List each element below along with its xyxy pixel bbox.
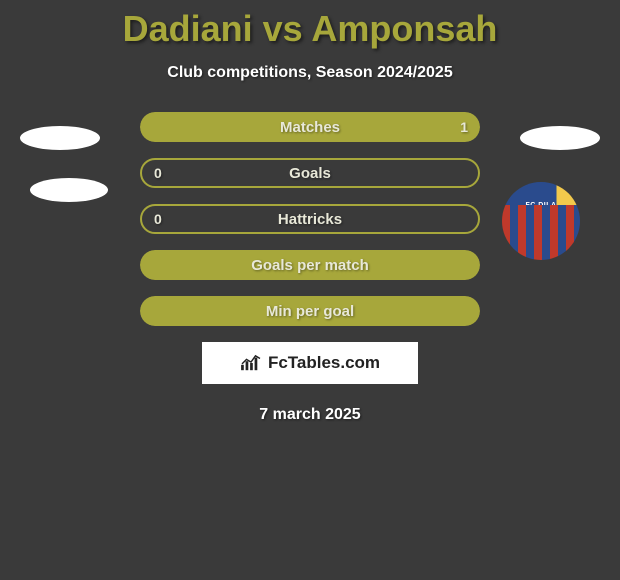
logo-box: FcTables.com bbox=[202, 342, 418, 384]
stat-row: Matches1 bbox=[140, 112, 480, 142]
stat-value-left: 0 bbox=[154, 160, 162, 186]
chart-icon bbox=[240, 354, 262, 372]
stat-label: Min per goal bbox=[140, 296, 480, 326]
logo-text: FcTables.com bbox=[268, 353, 380, 373]
stat-label: Hattricks bbox=[142, 206, 478, 232]
date-text: 7 march 2025 bbox=[0, 406, 620, 424]
stat-label: Matches bbox=[140, 112, 480, 142]
stat-row: Min per goal bbox=[140, 296, 480, 326]
stat-row: Goals per match bbox=[140, 250, 480, 280]
player-left-avatar-2 bbox=[30, 178, 108, 202]
player-left-avatar-1 bbox=[20, 126, 100, 150]
stat-row: Goals0 bbox=[140, 158, 480, 188]
club-badge: FC DILA bbox=[502, 182, 580, 260]
subtitle: Club competitions, Season 2024/2025 bbox=[0, 64, 620, 82]
stat-value-right: 1 bbox=[460, 112, 468, 142]
badge-bottom-stripes bbox=[502, 205, 580, 260]
page-title: Dadiani vs Amponsah bbox=[0, 0, 620, 50]
player-right-avatar-1 bbox=[520, 126, 600, 150]
stat-value-left: 0 bbox=[154, 206, 162, 232]
title-text: Dadiani vs Amponsah bbox=[123, 8, 498, 49]
stat-label: Goals bbox=[142, 160, 478, 186]
stat-row: Hattricks0 bbox=[140, 204, 480, 234]
stat-label: Goals per match bbox=[140, 250, 480, 280]
stats-container: Matches1Goals0Hattricks0Goals per matchM… bbox=[140, 112, 480, 326]
